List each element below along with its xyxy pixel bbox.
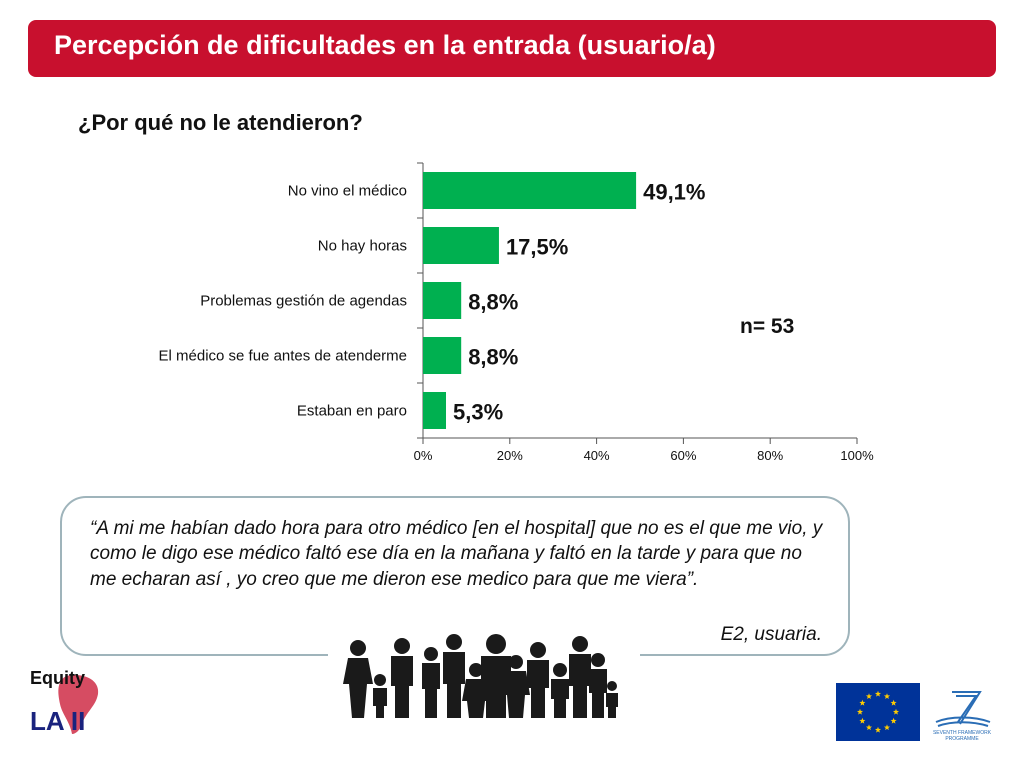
x-tick-label: 40% bbox=[584, 448, 610, 463]
data-label: 5,3% bbox=[453, 400, 503, 425]
bar bbox=[423, 172, 637, 209]
chart-subtitle: ¿Por qué no le atendieron? bbox=[78, 110, 363, 135]
x-tick-label: 20% bbox=[497, 448, 523, 463]
people-group-icon bbox=[343, 634, 618, 718]
page-title: Percepción de dificultades en la entrada… bbox=[54, 30, 716, 60]
data-label: 8,8% bbox=[468, 290, 518, 315]
category-label: No hay horas bbox=[318, 238, 407, 255]
bar bbox=[423, 282, 462, 319]
fp7-line1: SEVENTH FRAMEWORK bbox=[933, 730, 992, 736]
x-tick-label: 100% bbox=[840, 448, 874, 463]
equity-logo-icon: Equity LA II bbox=[30, 668, 99, 736]
category-label: Estaban en paro bbox=[297, 403, 407, 420]
sample-size-label: n= 53 bbox=[740, 315, 794, 338]
x-tick-label: 80% bbox=[757, 448, 783, 463]
eu-star-icon bbox=[859, 717, 866, 724]
eu-star-icon bbox=[892, 708, 900, 715]
bar bbox=[423, 392, 447, 429]
bar bbox=[423, 227, 499, 264]
quote-text: “A mi me habían dado hora para otro médi… bbox=[90, 518, 823, 590]
eu-star-icon bbox=[874, 726, 882, 733]
eu-star-icon bbox=[883, 693, 891, 699]
eu-star-icon bbox=[865, 724, 873, 731]
bar-chart: 0% 20% 40% 60% 80% 100% No vino el médico 49,1%… bbox=[159, 162, 874, 463]
data-label: 17,5% bbox=[506, 235, 568, 260]
title-bar: Percepción de dificultades en la entrada… bbox=[28, 20, 996, 77]
quote-box: “A mi me habían dado hora para otro médi… bbox=[60, 496, 850, 656]
category-label: No vino el médico bbox=[288, 183, 407, 200]
data-label: 49,1% bbox=[643, 180, 705, 205]
eu-star-icon bbox=[874, 690, 882, 697]
eu-star-icon bbox=[865, 693, 873, 699]
eu-star-icon bbox=[859, 699, 866, 706]
data-label: 8,8% bbox=[468, 345, 518, 370]
quote-author: E2, usuaria. bbox=[720, 624, 822, 645]
fp7-logo-icon: SEVENTH FRAMEWORK PROGRAMME bbox=[933, 691, 992, 742]
eu-star-icon bbox=[856, 708, 864, 715]
fp7-line2: PROGRAMME bbox=[945, 736, 979, 742]
equity-logo-bottom: LA II bbox=[30, 706, 85, 736]
eu-star-icon bbox=[883, 724, 891, 731]
eu-star-icon bbox=[890, 717, 897, 724]
equity-logo-top: Equity bbox=[30, 668, 85, 688]
eu-flag-icon bbox=[836, 683, 920, 741]
category-label: Problemas gestión de agendas bbox=[200, 293, 407, 310]
eu-star-icon bbox=[890, 699, 897, 706]
x-tick-label: 60% bbox=[670, 448, 696, 463]
x-tick-label: 0% bbox=[414, 448, 433, 463]
bar bbox=[423, 337, 462, 374]
category-label: El médico se fue antes de atenderme bbox=[159, 348, 407, 365]
